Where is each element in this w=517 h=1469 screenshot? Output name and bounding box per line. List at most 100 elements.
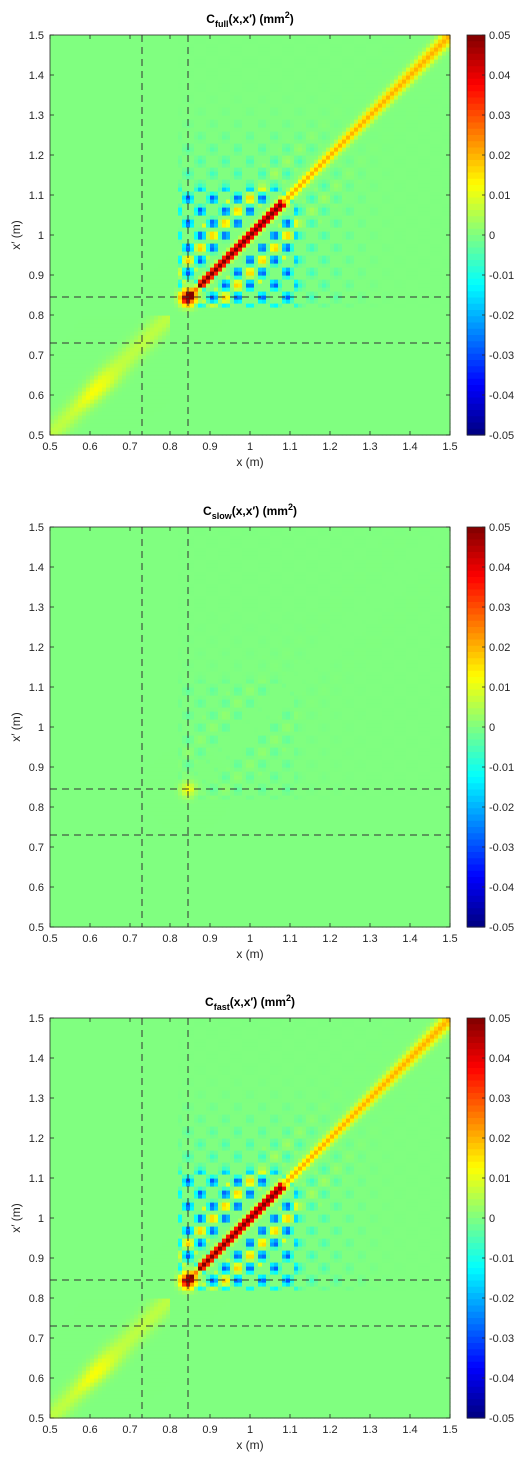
heatmap-cell <box>70 211 75 216</box>
heatmap-cell <box>182 347 187 352</box>
heatmap-cell <box>242 219 247 224</box>
heatmap-cell <box>126 95 131 100</box>
heatmap-cell <box>178 83 183 88</box>
heatmap-cell <box>126 43 131 48</box>
heatmap-cell <box>210 139 215 144</box>
heatmap-cell <box>190 111 195 116</box>
heatmap-cell <box>90 147 95 152</box>
heatmap-cell <box>222 215 227 220</box>
heatmap-cell <box>114 371 119 376</box>
heatmap-cell <box>62 47 67 52</box>
heatmap-cell <box>162 367 167 372</box>
heatmap-cell <box>70 103 75 108</box>
heatmap-cell <box>86 355 91 360</box>
heatmap-cell <box>134 219 139 224</box>
heatmap-cell <box>106 359 111 364</box>
heatmap-cell <box>202 347 207 352</box>
heatmap-cell <box>202 339 207 344</box>
heatmap-cell <box>102 35 107 40</box>
heatmap-cell <box>142 91 147 96</box>
heatmap-cell <box>226 111 231 116</box>
heatmap-cell <box>58 303 63 308</box>
heatmap-cell <box>66 383 71 388</box>
heatmap-cell <box>242 319 247 324</box>
heatmap-cell <box>126 159 131 164</box>
heatmap-cell <box>234 67 239 72</box>
heatmap-cell <box>110 271 115 276</box>
heatmap-cell <box>234 47 239 52</box>
heatmap-cell <box>154 167 159 172</box>
heatmap-cell <box>222 171 227 176</box>
heatmap-cell <box>178 115 183 120</box>
heatmap-cell <box>190 263 195 268</box>
heatmap-cell <box>94 55 99 60</box>
heatmap-cell <box>122 83 127 88</box>
heatmap-cell <box>238 383 243 388</box>
heatmap-cell <box>138 119 143 124</box>
heatmap-cell <box>222 291 227 296</box>
heatmap-cell <box>154 267 159 272</box>
heatmap-cell <box>154 239 159 244</box>
heatmap-cell <box>58 287 63 292</box>
heatmap-cell <box>66 419 71 424</box>
heatmap-cell <box>206 371 211 376</box>
heatmap-cell <box>226 267 231 272</box>
heatmap-cell <box>198 367 203 372</box>
heatmap-cell <box>122 39 127 44</box>
heatmap-cell <box>230 135 235 140</box>
heatmap-cell <box>66 303 71 308</box>
heatmap-cell <box>130 35 135 40</box>
heatmap-cell <box>230 199 235 204</box>
heatmap-cell <box>166 199 171 204</box>
heatmap-cell <box>114 395 119 400</box>
heatmap-cell <box>70 219 75 224</box>
heatmap-cell <box>182 311 187 316</box>
heatmap-cell <box>158 187 163 192</box>
heatmap-cell <box>158 299 163 304</box>
heatmap-cell <box>106 71 111 76</box>
heatmap-cell <box>154 251 159 256</box>
heatmap-cell <box>230 399 235 404</box>
heatmap-cell <box>62 255 67 260</box>
heatmap-cell <box>218 399 223 404</box>
heatmap-cell <box>142 43 147 48</box>
heatmap-cell <box>222 307 227 312</box>
heatmap-cell <box>206 403 211 408</box>
heatmap-cell <box>130 399 135 404</box>
heatmap-cell <box>106 355 111 360</box>
heatmap-cell <box>54 151 59 156</box>
heatmap-cell <box>150 199 155 204</box>
heatmap-cell <box>142 155 147 160</box>
heatmap-cell <box>66 199 71 204</box>
heatmap-cell <box>158 99 163 104</box>
heatmap-cell <box>106 95 111 100</box>
heatmap-cell <box>98 75 103 80</box>
heatmap-cell <box>246 215 251 220</box>
heatmap-cell <box>198 51 203 56</box>
heatmap-cell <box>226 39 231 44</box>
heatmap-cell <box>90 207 95 212</box>
heatmap-cell <box>230 223 235 228</box>
heatmap-cell <box>226 315 231 320</box>
heatmap-cell <box>122 359 127 364</box>
heatmap-cell <box>210 399 215 404</box>
heatmap-cell <box>206 299 211 304</box>
heatmap-cell <box>218 327 223 332</box>
heatmap-cell <box>198 415 203 420</box>
heatmap-cell <box>54 127 59 132</box>
heatmap-cell <box>86 127 91 132</box>
heatmap-cell <box>54 67 59 72</box>
heatmap-cell <box>146 95 151 100</box>
heatmap-cell <box>226 399 231 404</box>
heatmap-cell <box>66 115 71 120</box>
heatmap-cell <box>146 431 151 436</box>
heatmap-cell <box>182 107 187 112</box>
heatmap-cell <box>174 175 179 180</box>
heatmap-cell <box>206 87 211 92</box>
heatmap-cell <box>234 291 239 296</box>
heatmap-cell <box>138 395 143 400</box>
heatmap-cell <box>150 79 155 84</box>
heatmap-cell <box>50 215 55 220</box>
heatmap-cell <box>102 427 107 432</box>
heatmap-cell <box>158 131 163 136</box>
